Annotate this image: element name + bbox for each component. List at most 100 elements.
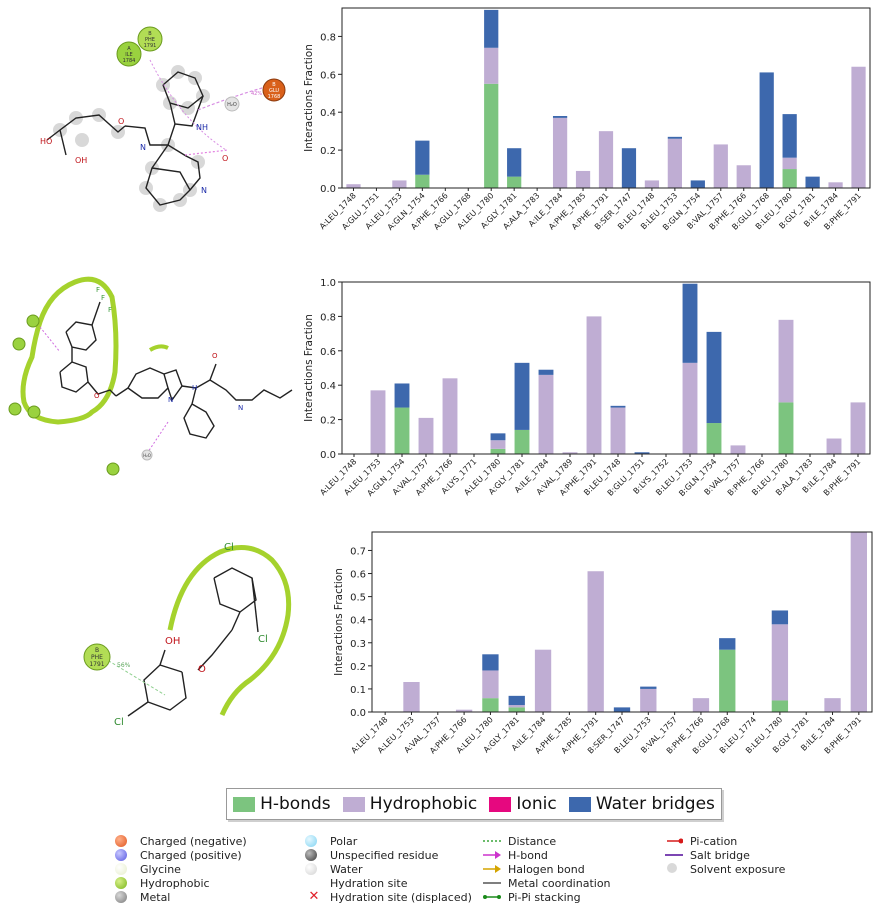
y-tick-label: 0.6	[320, 70, 336, 81]
key-salt-bridge: Salt bridge	[665, 848, 750, 862]
bar-hydrophobic	[370, 390, 386, 454]
y-tick-label: 1.0	[320, 278, 336, 289]
svg-text:PHE: PHE	[91, 654, 103, 661]
y-tick-label: 0.1	[350, 685, 366, 696]
cross-icon: ✕	[308, 889, 320, 904]
bar-h-bonds	[394, 407, 410, 454]
ligand-diagram-1: A ILE 1784 B PHE 1791 B GLU 1768 H₂O 42%…	[40, 26, 286, 212]
bar-water-bridges	[490, 433, 506, 441]
interacting-residues	[8, 314, 120, 476]
residue-ile1784	[116, 41, 142, 67]
legend-label-hbonds: H-bonds	[260, 794, 331, 814]
bar-hydrophobic	[736, 165, 751, 188]
svg-text:A: A	[127, 46, 131, 52]
bar-hydrophobic	[713, 144, 728, 188]
y-axis-label: Interactions Fraction	[333, 568, 345, 676]
bar-hydrophobic	[392, 180, 407, 188]
bar-hydrophobic	[482, 670, 499, 699]
key-solvent-exposure: Solvent exposure	[665, 862, 785, 876]
bar-hydrophobic	[508, 705, 525, 708]
y-tick-label: 0.0	[320, 184, 336, 195]
chart-legend: H-bonds Hydrophobic Ionic Water bridges	[226, 788, 722, 820]
y-tick-label: 0.2	[320, 416, 336, 427]
legend-swatch-hydrophobic	[342, 796, 365, 812]
bar-water-bridges	[634, 452, 650, 454]
bar-water-bridges	[514, 362, 530, 430]
y-tick-label: 0.0	[320, 450, 336, 461]
bar-hydrophobic	[534, 649, 552, 712]
bar-h-bonds	[771, 700, 789, 712]
residue-phe1791	[83, 643, 111, 671]
svg-text:H₂O: H₂O	[227, 102, 237, 108]
bar-h-bonds	[484, 83, 499, 188]
legend-label-ionic: Ionic	[516, 794, 557, 814]
bar-hydrophobic	[851, 66, 866, 188]
y-tick-label: 0.4	[350, 616, 366, 627]
svg-text:F: F	[101, 294, 105, 302]
legend-item-ionic: Ionic	[489, 794, 557, 814]
bar-hydrophobic	[562, 452, 578, 454]
residue-phe1791	[137, 26, 163, 52]
bar-water-bridges	[538, 369, 554, 375]
bar-hydrophobic	[667, 138, 682, 188]
bar-h-bonds	[415, 174, 430, 188]
y-tick-label: 0.6	[320, 347, 336, 358]
svg-text:O: O	[118, 117, 124, 126]
ligand-diagram-2: H₂O F F F O N O H N	[8, 276, 293, 476]
interactions-chart-1: Interactions Fraction0.00.20.40.60.8A:LE…	[303, 7, 871, 232]
key-charged-positive: Charged (positive)	[115, 848, 247, 862]
svg-text:B: B	[272, 82, 276, 88]
bar-water-bridges	[552, 116, 568, 118]
y-tick-label: 0.7	[350, 546, 366, 557]
key-metal-coordination: Metal coordination	[483, 876, 611, 890]
bar-hydrophobic	[484, 47, 499, 84]
svg-text:1791: 1791	[144, 43, 157, 49]
key-polar: Polar	[305, 834, 472, 848]
plot-frame	[341, 7, 871, 189]
bar-hydrophobic	[824, 698, 841, 712]
bar-water-bridges	[613, 707, 631, 712]
svg-text:N: N	[168, 396, 173, 404]
svg-text:HO: HO	[40, 137, 52, 146]
bar-water-bridges	[394, 383, 410, 408]
y-tick-label: 0.2	[350, 662, 366, 673]
y-tick-label: 0.4	[320, 381, 336, 392]
key-column-extra: Pi-cation Salt bridge Solvent exposure	[665, 834, 785, 876]
bar-hydrophobic	[490, 440, 506, 449]
key-distance: Distance	[483, 834, 557, 848]
interactions-chart-3: Interactions Fraction 0.0 0.1 0.2 0.3 0.4 0.5 0…	[333, 531, 873, 756]
bar-hydrophobic	[828, 182, 843, 188]
svg-text:F: F	[108, 306, 112, 314]
y-tick-label: 0.8	[320, 32, 336, 43]
key-column-interactions: Distance H-bond Halogen bond Metal coord…	[483, 834, 611, 904]
svg-text:ILE: ILE	[125, 52, 132, 58]
bar-hydrophobic	[403, 682, 420, 712]
bar-hydrophobic	[598, 131, 614, 188]
bar-hydrophobic	[552, 117, 568, 188]
bar-water-bridges	[682, 283, 698, 363]
key-pi-cation: Pi-cation	[665, 834, 785, 848]
svg-text:PHE: PHE	[145, 37, 155, 43]
y-tick-label: 0.8	[320, 312, 336, 323]
y-tick-label: 0.5	[350, 593, 366, 604]
key-unspecified-residue: Unspecified residue	[305, 848, 472, 862]
svg-text:Cl: Cl	[258, 634, 268, 645]
legend-swatch-water-bridges	[568, 796, 591, 812]
bar-water-bridges	[507, 148, 522, 177]
legend-item-hydrophobic: Hydrophobic	[342, 794, 477, 814]
svg-text:Cl: Cl	[114, 717, 124, 728]
bar-water-bridges	[759, 72, 774, 188]
svg-text:O: O	[94, 392, 100, 400]
bar-water-bridges	[719, 638, 736, 650]
key-charged-negative: Charged (negative)	[115, 834, 247, 848]
svg-text:O: O	[222, 154, 228, 163]
y-tick-label: 0.4	[320, 108, 336, 119]
key-h-bond: H-bond	[483, 848, 611, 862]
key-metal: Metal	[115, 890, 247, 904]
y-axis-label: Interactions Fraction	[303, 44, 315, 152]
diagram-key: Charged (negative) Charged (positive) Gl…	[115, 834, 815, 916]
bar-hydrophobic	[346, 184, 361, 188]
plot-frame	[371, 531, 873, 713]
bar-h-bonds	[514, 429, 530, 454]
key-water: Water	[305, 862, 472, 876]
